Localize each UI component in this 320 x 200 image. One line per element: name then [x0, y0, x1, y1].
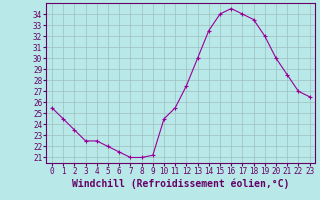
X-axis label: Windchill (Refroidissement éolien,°C): Windchill (Refroidissement éolien,°C) [72, 179, 290, 189]
